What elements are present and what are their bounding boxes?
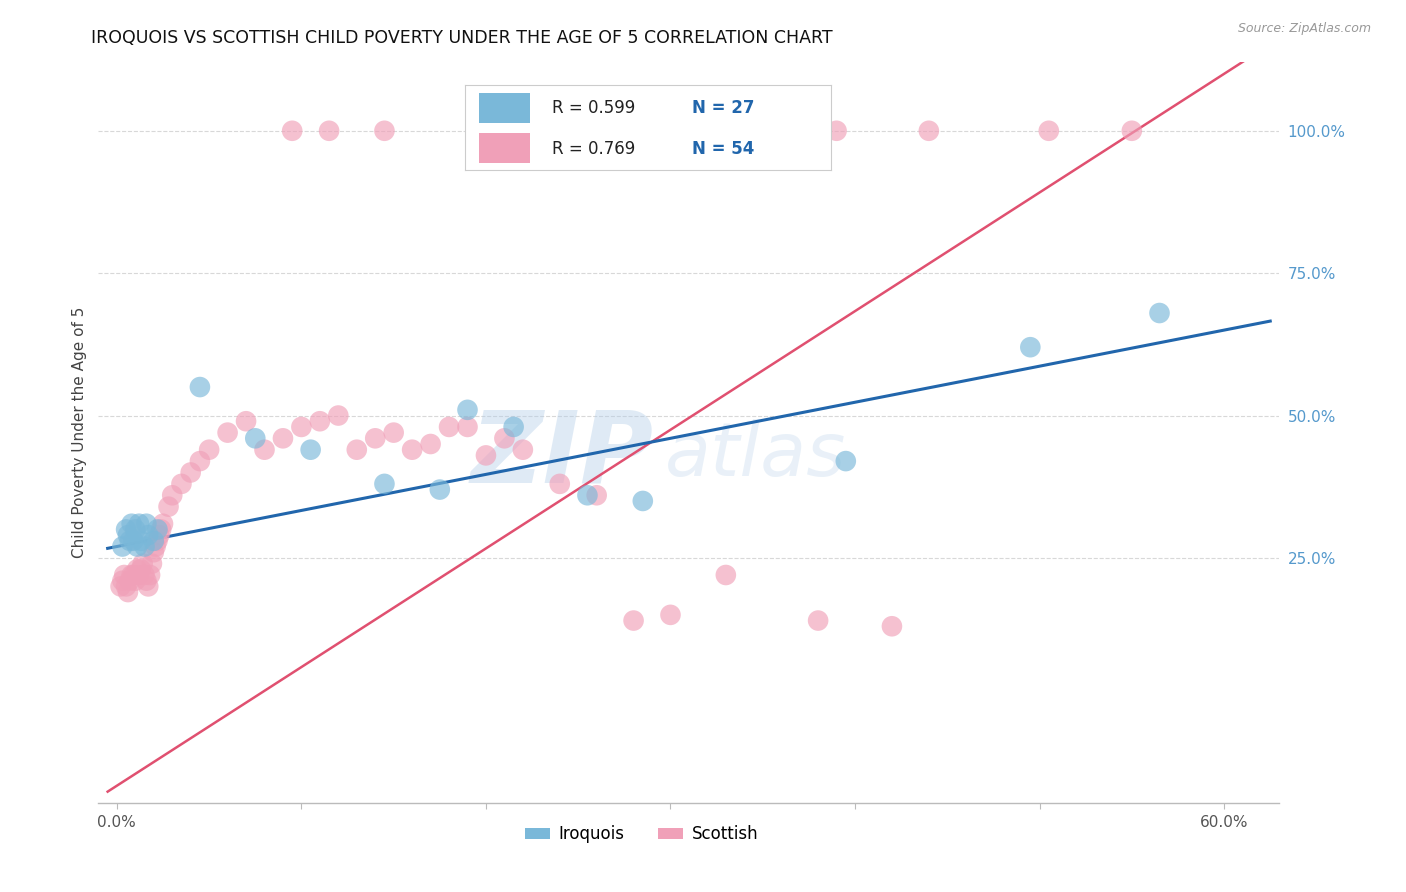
- Point: [122, 533, 145, 548]
- Point: [623, 614, 645, 628]
- Point: [129, 533, 152, 548]
- Point: [121, 516, 143, 531]
- Point: [585, 488, 607, 502]
- Point: [170, 476, 193, 491]
- Point: [299, 442, 322, 457]
- Point: [188, 454, 211, 468]
- Point: [558, 124, 581, 138]
- Point: [290, 420, 312, 434]
- Point: [141, 557, 163, 571]
- Point: [502, 420, 524, 434]
- Point: [152, 516, 174, 531]
- Point: [1038, 124, 1060, 138]
- Point: [235, 414, 257, 428]
- Point: [127, 540, 149, 554]
- Point: [115, 579, 138, 593]
- Point: [150, 523, 173, 537]
- Point: [134, 568, 156, 582]
- Point: [475, 449, 498, 463]
- Point: [346, 442, 368, 457]
- Point: [135, 516, 157, 531]
- Point: [111, 574, 134, 588]
- Point: [245, 431, 267, 445]
- Point: [688, 124, 710, 138]
- Point: [502, 124, 524, 138]
- Point: [132, 557, 155, 571]
- Point: [457, 402, 479, 417]
- Point: [494, 431, 516, 445]
- Point: [1019, 340, 1042, 354]
- Point: [401, 442, 423, 457]
- Point: [309, 414, 332, 428]
- Point: [180, 466, 202, 480]
- Point: [136, 528, 159, 542]
- Point: [373, 124, 395, 138]
- Point: [484, 124, 506, 138]
- Point: [139, 568, 162, 582]
- Point: [373, 476, 395, 491]
- Point: [127, 562, 149, 576]
- Text: IROQUOIS VS SCOTTISH CHILD POVERTY UNDER THE AGE OF 5 CORRELATION CHART: IROQUOIS VS SCOTTISH CHILD POVERTY UNDER…: [91, 29, 832, 46]
- Point: [112, 568, 135, 582]
- Point: [128, 568, 150, 582]
- Point: [253, 442, 276, 457]
- Point: [142, 533, 165, 548]
- Point: [121, 568, 143, 582]
- Point: [117, 528, 139, 542]
- Point: [631, 494, 654, 508]
- Point: [117, 585, 139, 599]
- Point: [111, 540, 134, 554]
- Point: [128, 516, 150, 531]
- Point: [457, 420, 479, 434]
- Point: [124, 574, 146, 588]
- Point: [148, 528, 170, 542]
- Point: [134, 540, 156, 554]
- Point: [162, 488, 183, 502]
- Point: [659, 607, 682, 622]
- Point: [328, 409, 350, 423]
- Point: [118, 574, 141, 588]
- Point: [188, 380, 211, 394]
- Point: [576, 488, 599, 502]
- Point: [364, 431, 387, 445]
- Point: [146, 533, 169, 548]
- Point: [419, 437, 441, 451]
- Point: [118, 533, 141, 548]
- Point: [807, 614, 830, 628]
- Point: [157, 500, 180, 514]
- Point: [271, 431, 294, 445]
- Point: [135, 574, 157, 588]
- Point: [382, 425, 405, 440]
- Point: [129, 562, 152, 576]
- Point: [1149, 306, 1171, 320]
- Point: [142, 545, 165, 559]
- Point: [217, 425, 239, 440]
- Point: [512, 442, 534, 457]
- Point: [429, 483, 451, 497]
- Point: [835, 454, 858, 468]
- Point: [115, 523, 138, 537]
- Point: [825, 124, 848, 138]
- Text: Source: ZipAtlas.com: Source: ZipAtlas.com: [1237, 22, 1371, 36]
- Point: [281, 124, 304, 138]
- Point: [110, 579, 132, 593]
- Point: [548, 476, 571, 491]
- Point: [714, 568, 737, 582]
- Point: [198, 442, 221, 457]
- Legend: Iroquois, Scottish: Iroquois, Scottish: [519, 819, 765, 850]
- Point: [145, 540, 167, 554]
- Point: [1121, 124, 1143, 138]
- Point: [318, 124, 340, 138]
- Point: [124, 523, 146, 537]
- Point: [437, 420, 460, 434]
- Text: atlas: atlas: [665, 419, 846, 491]
- Text: ZIP: ZIP: [471, 407, 654, 503]
- Point: [146, 523, 169, 537]
- Point: [122, 568, 145, 582]
- Point: [880, 619, 903, 633]
- Point: [918, 124, 941, 138]
- Point: [465, 124, 488, 138]
- Y-axis label: Child Poverty Under the Age of 5: Child Poverty Under the Age of 5: [72, 307, 87, 558]
- Point: [136, 579, 159, 593]
